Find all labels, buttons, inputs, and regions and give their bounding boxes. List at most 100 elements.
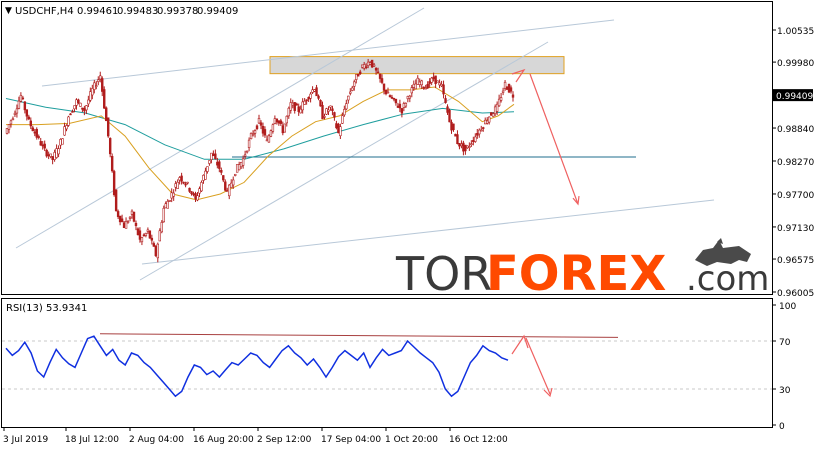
candle-body [67, 116, 70, 126]
candle-body [224, 181, 227, 191]
candle-body [317, 95, 320, 99]
candle-body [202, 174, 205, 181]
candle-body [442, 84, 445, 95]
candle-body [374, 68, 378, 71]
candle-body [259, 122, 263, 126]
candle-body [331, 108, 334, 112]
candle-body [87, 99, 90, 105]
candle-body [426, 83, 429, 89]
candle-body [222, 175, 225, 181]
candle-body [241, 158, 245, 166]
candle-body [184, 183, 187, 186]
candle-body [418, 81, 421, 85]
candle-body [390, 96, 394, 99]
candle-body [158, 230, 161, 242]
candle-body [126, 221, 130, 223]
candle-body [114, 189, 118, 212]
candle-body [466, 145, 469, 149]
candle-body [110, 155, 114, 172]
forecast-arrow-head [572, 196, 580, 206]
triangle-down-icon[interactable]: ▼ [5, 6, 12, 16]
logo-forex: FOREX [486, 246, 666, 302]
price-tick-label: 0.98270 [777, 158, 814, 168]
candle-body [263, 129, 267, 136]
price-tick-label: 0.96575 [777, 256, 814, 266]
candle-body [287, 107, 290, 117]
candle-body [11, 118, 15, 121]
candle-body [99, 75, 102, 80]
candle-body [212, 153, 215, 157]
candle-body [134, 222, 138, 226]
candle-body [364, 66, 368, 69]
candle-body [194, 193, 197, 199]
candle-body [15, 108, 19, 114]
candle-body [452, 123, 455, 131]
candle-body [464, 144, 467, 152]
candle-body [232, 179, 235, 186]
candle-body [376, 71, 380, 74]
candle-body [394, 98, 398, 104]
candle-body [180, 175, 183, 182]
logo-com: .com [686, 259, 769, 299]
candle-body [378, 73, 382, 79]
candle-body [319, 100, 322, 107]
torforex-logo: TOR FOREX .com [395, 238, 769, 302]
rsi-forecast-arrow-head [543, 387, 553, 398]
candle-body [311, 89, 314, 93]
candle-body [190, 191, 193, 195]
candle-body [43, 143, 46, 149]
candle-body [138, 230, 142, 240]
candle-body [388, 95, 392, 98]
candle-body [341, 115, 344, 124]
candle-body [505, 86, 509, 90]
candle-body [49, 153, 52, 157]
candle-body [382, 83, 386, 91]
candle-body [470, 143, 473, 146]
candle-body [93, 82, 96, 90]
candle-body [57, 148, 60, 155]
candle-body [47, 154, 50, 157]
candle-body [303, 100, 306, 105]
candle-body [160, 222, 163, 233]
candle-body [206, 166, 209, 172]
candle-body [253, 130, 257, 134]
candle-body [474, 136, 477, 142]
candle-body [166, 200, 169, 209]
price-tick-label: 0.98840 [777, 125, 814, 135]
candle-body [472, 140, 475, 143]
rsi-line [5, 335, 509, 398]
candle-body [327, 109, 330, 112]
rsi-tick-label: 30 [779, 386, 791, 396]
candle-body [267, 135, 271, 143]
candle-body [478, 129, 481, 135]
candle-body [493, 106, 497, 115]
candle-body [128, 216, 132, 219]
candle-body [424, 87, 427, 90]
candle-body [345, 103, 348, 110]
rsi-forecast-arrow-start [511, 334, 529, 355]
candle-body [33, 131, 36, 134]
candle-body [337, 123, 340, 134]
current-price-marker [773, 89, 813, 102]
candle-body [136, 228, 140, 236]
candle-body [434, 75, 437, 85]
candle-body [499, 97, 503, 101]
candle-body [192, 193, 195, 196]
candle-body [384, 90, 388, 95]
candle-body [148, 230, 152, 239]
candle-body [343, 109, 346, 116]
candle-body [444, 98, 447, 103]
candle-body [142, 234, 146, 237]
candle-body [269, 130, 273, 137]
candle-body [414, 83, 417, 90]
candle-body [497, 98, 501, 107]
candle-body [188, 187, 191, 192]
candle-body [182, 181, 185, 184]
candle-body [59, 139, 62, 146]
candle-body [39, 141, 42, 146]
candle-body [323, 116, 326, 118]
candle-body [210, 152, 213, 160]
candle-body [293, 102, 296, 111]
candle-body [454, 133, 457, 137]
candle-body [41, 144, 44, 147]
